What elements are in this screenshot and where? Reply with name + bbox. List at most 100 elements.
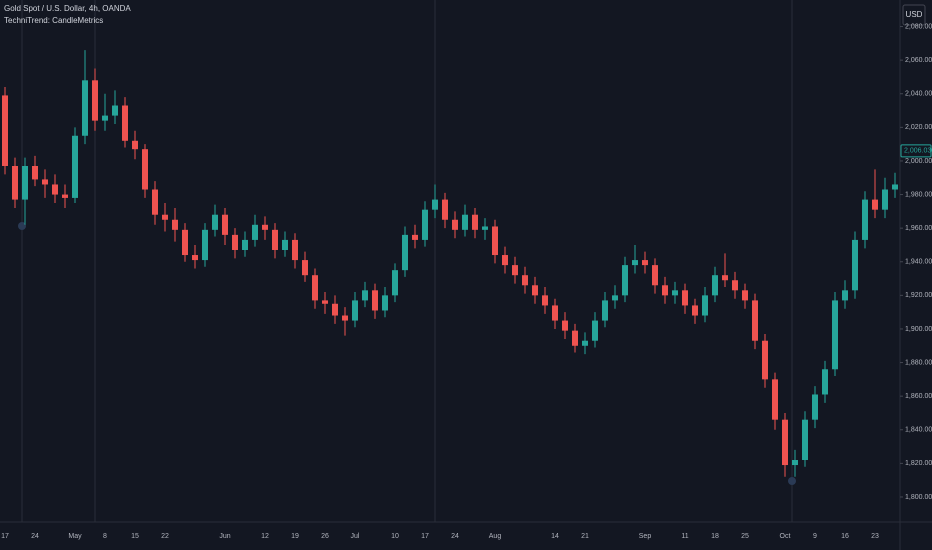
candle-body: [262, 224, 268, 230]
candle-body: [292, 239, 298, 261]
candle-body: [392, 270, 398, 296]
candle-body: [132, 140, 138, 150]
candle-body: [72, 135, 78, 198]
y-tick-label: 1,960.000: [905, 225, 932, 232]
candle-body: [312, 275, 318, 301]
y-tick-label: 1,860.000: [905, 393, 932, 400]
candle-body: [432, 199, 438, 210]
candle-body: [732, 280, 738, 291]
x-tick-label: 8: [103, 533, 107, 540]
currency-label[interactable]: USD: [906, 10, 923, 19]
candle-body: [632, 260, 638, 266]
candle-body: [12, 165, 18, 200]
candle-body: [42, 179, 48, 185]
x-tick-label: 24: [31, 533, 39, 540]
candle-body: [412, 234, 418, 240]
x-tick-label: 17: [1, 533, 9, 540]
last-price-label: 2,006.030: [904, 148, 932, 155]
x-tick-label: 9: [813, 533, 817, 540]
candle-body: [252, 224, 258, 240]
x-tick-label: 21: [581, 533, 589, 540]
x-tick-label: 12: [261, 533, 269, 540]
x-tick-label: 24: [451, 533, 459, 540]
candle-body: [112, 105, 118, 116]
candle-body: [702, 295, 708, 316]
last-price-box: [900, 144, 932, 158]
candle-body: [222, 214, 228, 235]
candle-body: [102, 115, 108, 121]
candle-body: [832, 300, 838, 370]
candle-body: [202, 229, 208, 261]
indicator-name: TechniTrend: CandleMetrics: [4, 16, 103, 25]
currency-button[interactable]: [902, 4, 926, 26]
x-tick-label: 19: [291, 533, 299, 540]
candle-body: [762, 340, 768, 380]
chart-title: Gold Spot / U.S. Dollar, 4h, OANDA: [4, 4, 131, 13]
candle-body: [542, 295, 548, 306]
x-tick-label: May: [68, 533, 82, 540]
signal-icons: [18, 222, 796, 485]
candle-body: [782, 419, 788, 466]
candle-body: [502, 255, 508, 266]
candle-body: [892, 184, 898, 190]
candle-body: [552, 305, 558, 321]
candle-body: [742, 290, 748, 301]
candle-body: [92, 80, 98, 121]
candle-body: [192, 255, 198, 261]
x-tick-label: Sep: [639, 533, 652, 540]
signal-icon: [788, 477, 796, 485]
y-tick-label: 1,940.000: [905, 259, 932, 266]
candle-body: [232, 234, 238, 250]
candle-body: [372, 290, 378, 311]
candle-body: [852, 239, 858, 291]
candle-body: [592, 320, 598, 341]
signal-icon: [18, 222, 26, 230]
candle-body: [512, 265, 518, 276]
candle-body: [802, 419, 808, 461]
candle-body: [582, 340, 588, 346]
candle-body: [882, 189, 888, 210]
candle-body: [162, 214, 168, 220]
candle-body: [452, 219, 458, 230]
candle-body: [242, 239, 248, 250]
y-tick-label: 1,800.000: [905, 494, 932, 501]
y-tick-label: 1,840.000: [905, 427, 932, 434]
candle-body: [872, 199, 878, 210]
y-tick-label: 2,020.000: [905, 124, 932, 131]
candle-body: [622, 265, 628, 296]
candle-body: [422, 209, 428, 240]
y-tick-label: 1,920.000: [905, 292, 932, 299]
candle-body: [82, 80, 88, 136]
candle-body: [492, 226, 498, 256]
candle-body: [352, 300, 358, 321]
candle-body: [812, 394, 818, 420]
x-tick-label: Jun: [219, 533, 230, 540]
candle-body: [462, 214, 468, 230]
candle-body: [482, 226, 488, 230]
candle-body: [712, 275, 718, 296]
candle-body: [52, 184, 58, 195]
candle-body: [682, 290, 688, 306]
candle-body: [752, 300, 758, 341]
candle-body: [792, 460, 798, 466]
candle-body: [362, 290, 368, 301]
candle-body: [402, 234, 408, 271]
y-tick-label: 2,000.000: [905, 158, 932, 165]
candle-body: [562, 320, 568, 331]
x-tick-label: 16: [841, 533, 849, 540]
candle-body: [212, 214, 218, 230]
x-tick-label: Jul: [351, 533, 360, 540]
candle-body: [22, 165, 28, 200]
x-tick-label: Aug: [489, 533, 502, 540]
candle-body: [62, 194, 68, 198]
candle-body: [862, 199, 868, 240]
x-tick-label: 14: [551, 533, 559, 540]
candle-body: [572, 330, 578, 346]
x-tick-label: 22: [161, 533, 169, 540]
candle-body: [822, 369, 828, 395]
y-tick-label: 2,080.000: [905, 23, 932, 30]
candle-body: [722, 275, 728, 281]
candle-body: [652, 265, 658, 286]
candle-body: [152, 189, 158, 215]
